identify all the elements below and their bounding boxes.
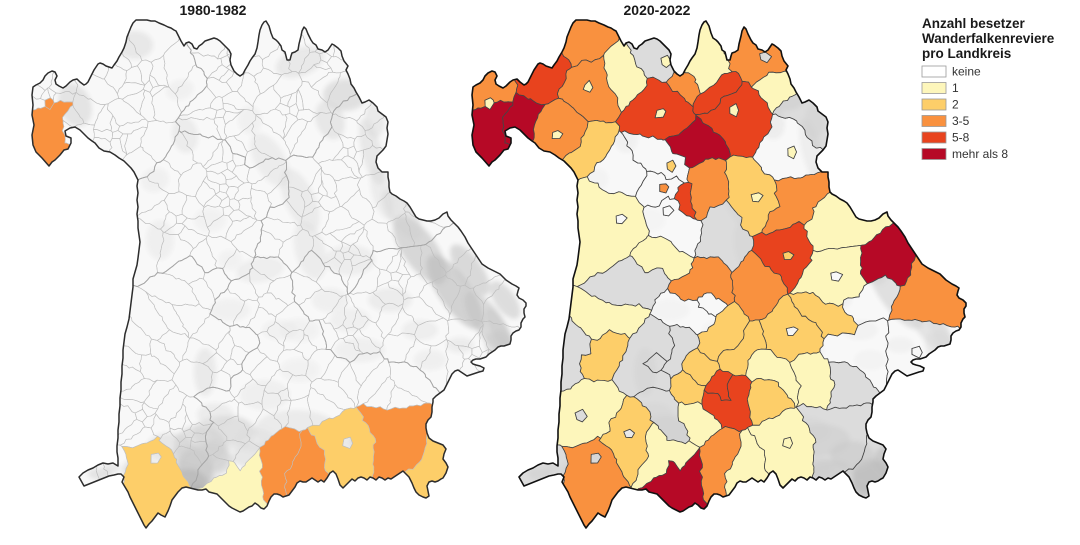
svg-text:2020-2022: 2020-2022 [624,2,691,18]
svg-text:1980-1982: 1980-1982 [180,2,247,18]
svg-text:pro Landkreis: pro Landkreis [922,46,1011,61]
svg-text:Anzahl besetzer: Anzahl besetzer [922,16,1026,31]
svg-text:2: 2 [952,98,959,112]
svg-text:mehr als 8: mehr als 8 [952,147,1008,161]
svg-text:5-8: 5-8 [952,131,970,145]
svg-text:Wanderfalkenreviere: Wanderfalkenreviere [922,31,1055,46]
svg-text:3-5: 3-5 [952,114,970,128]
svg-text:keine: keine [952,65,981,79]
svg-text:1: 1 [952,81,959,95]
